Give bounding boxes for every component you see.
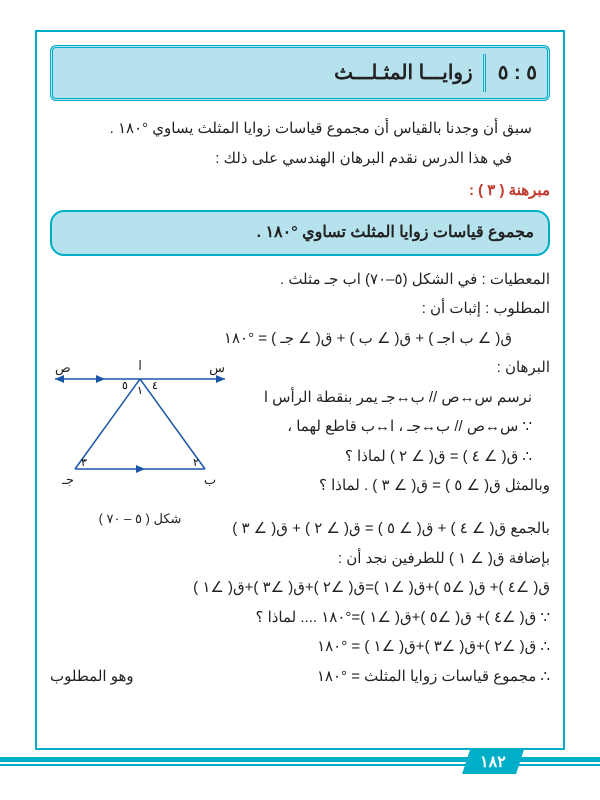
intro-line-2: في هذا الدرس نقدم البرهان الهندسي على ذل… xyxy=(50,145,550,174)
proof-step-6: بإضافة ق( ∠ ١ ) للطرفين نجد أن : xyxy=(50,545,550,574)
label-c: جـ xyxy=(61,472,74,487)
angle-2: ٢ xyxy=(193,457,199,469)
intro-line-1: سبق أن وجدنا بالقياس أن مجموع قياسات زوا… xyxy=(50,115,550,144)
triangle-svg: ا ب جـ س ص ١ ٢ ٣ ٤ ٥ xyxy=(50,354,230,494)
label-sad: ص xyxy=(55,360,71,376)
angle-3: ٣ xyxy=(81,457,87,469)
proof-step-8: ∵ ق( ∠٤ )+ ق( ∠٥ )+ق( ∠١ )=°١٨٠ .... لما… xyxy=(50,604,550,633)
given-line: المعطيات : في الشكل (٥–٧٠) اب جـ مثلث . xyxy=(50,266,550,295)
angle-1: ١ xyxy=(137,385,143,397)
figure-caption: شكل ( ٥ – ٧٠ ) xyxy=(50,507,230,532)
section-title: ٥ : ٥ زوايـــا المثـلـــث xyxy=(50,45,550,101)
proof-step-1: نرسم س↔ص // ب↔جـ يمر بنقطة الرأس ا xyxy=(260,384,550,413)
theorem-label: مبرهنة ( ٣ ) : xyxy=(50,177,550,206)
triangle-figure: ا ب جـ س ص ١ ٢ ٣ ٤ ٥ شكل ( ٥ – ٧٠ ) xyxy=(50,354,230,531)
angle-5: ٥ xyxy=(122,380,128,392)
label-s: س xyxy=(209,360,225,376)
proof-step-9: ∴ ق( ∠٢ )+ق( ∠٣ )+ق( ∠١ ) = °١٨٠ xyxy=(50,633,550,662)
label-apex: ا xyxy=(138,358,142,373)
proof-step-2: ∵ س↔ص // ب↔جـ ، ا↔ب قاطع لهما ، xyxy=(260,413,550,442)
required-equation: ق( ∠ ب اجـ ) + ق( ∠ ب ) + ق( ∠ جـ ) = °١… xyxy=(50,325,550,354)
label-b: ب xyxy=(204,472,216,487)
qed: وهو المطلوب xyxy=(50,663,134,692)
theorem-box: مجموع قياسات زوايا المثلث تساوي °١٨٠ . xyxy=(50,210,550,256)
title-number: ٥ : ٥ xyxy=(483,54,537,92)
proof-conclusion: ∴ مجموع قياسات زوايا المثلث = °١٨٠ xyxy=(317,663,550,692)
proof-step-7: ق( ∠٤ )+ ق( ∠٥ )+ق( ∠١ )=ق( ∠٢ )+ق( ∠٣ )… xyxy=(50,574,550,603)
required-line: المطلوب : إثبات أن : xyxy=(50,295,550,324)
angle-4: ٤ xyxy=(152,380,158,392)
title-text: زوايـــا المثـلـــث xyxy=(63,54,473,92)
page-number: ١٨٢ xyxy=(462,750,524,774)
proof-step-3: ∴ ق( ∠ ٤ ) = ق( ∠ ٢ ) لماذا ؟ xyxy=(260,443,550,472)
